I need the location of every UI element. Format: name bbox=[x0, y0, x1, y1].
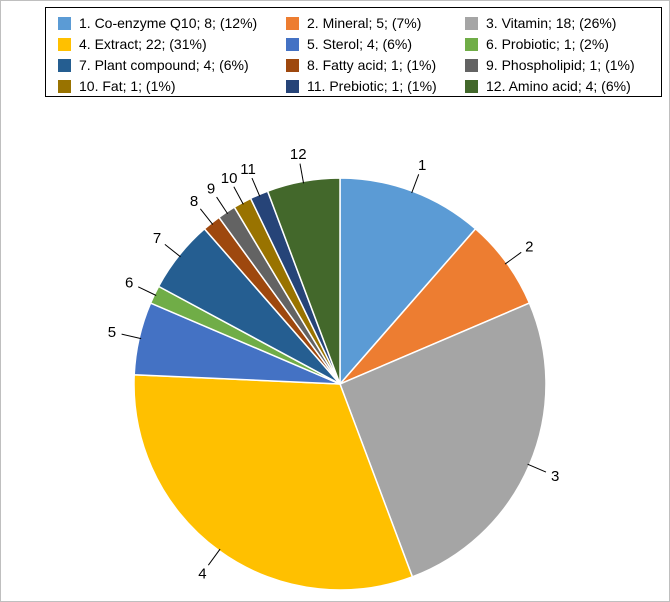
leader-line-10 bbox=[233, 186, 244, 205]
legend-label-7: 7. Plant compound; 4; (6%) bbox=[79, 57, 249, 73]
legend-swatch-12 bbox=[465, 79, 478, 93]
leader-line-6 bbox=[137, 286, 157, 296]
legend-item-10: 10. Fat; 1; (1%) bbox=[58, 76, 175, 96]
legend-swatch-5 bbox=[286, 37, 299, 51]
slice-label-3: 3 bbox=[551, 468, 559, 485]
legend-item-12: 12. Amino acid; 4; (6%) bbox=[465, 76, 631, 96]
legend-item-1: 1. Co-enzyme Q10; 8; (12%) bbox=[58, 13, 257, 33]
legend-label-2: 2. Mineral; 5; (7%) bbox=[307, 15, 422, 31]
legend-item-4: 4. Extract; 22; (31%) bbox=[58, 34, 207, 54]
legend-item-3: 3. Vitamin; 18; (26%) bbox=[465, 13, 616, 33]
legend-swatch-7 bbox=[58, 58, 71, 72]
slice-label-4: 4 bbox=[198, 565, 206, 582]
slice-label-2: 2 bbox=[525, 238, 533, 255]
legend-swatch-10 bbox=[58, 79, 71, 93]
legend-swatch-9 bbox=[465, 58, 478, 72]
leader-line-8 bbox=[199, 208, 214, 225]
legend-swatch-1 bbox=[58, 16, 71, 30]
legend-swatch-2 bbox=[286, 16, 299, 30]
legend-item-9: 9. Phospholipid; 1; (1%) bbox=[465, 55, 635, 75]
legend-item-7: 7. Plant compound; 4; (6%) bbox=[58, 55, 249, 75]
slice-label-7: 7 bbox=[153, 230, 161, 247]
leader-line-9 bbox=[216, 196, 229, 215]
legend-label-3: 3. Vitamin; 18; (26%) bbox=[486, 15, 617, 31]
legend-item-8: 8. Fatty acid; 1; (1%) bbox=[286, 55, 436, 75]
legend-item-6: 6. Probiotic; 1; (2%) bbox=[465, 34, 609, 54]
legend-label-5: 5. Sterol; 4; (6%) bbox=[307, 36, 413, 52]
slice-label-8: 8 bbox=[190, 193, 198, 210]
slice-label-12: 12 bbox=[290, 146, 307, 163]
slice-label-10: 10 bbox=[221, 170, 238, 187]
legend-label-12: 12. Amino acid; 4; (6%) bbox=[486, 78, 631, 94]
slice-label-9: 9 bbox=[207, 181, 215, 198]
legend-label-1: 1. Co-enzyme Q10; 8; (12%) bbox=[79, 15, 258, 31]
leader-line-4 bbox=[207, 548, 221, 566]
legend-label-9: 9. Phospholipid; 1; (1%) bbox=[486, 57, 635, 73]
leader-line-11 bbox=[251, 177, 261, 197]
legend-swatch-6 bbox=[465, 37, 478, 51]
leader-line-7 bbox=[164, 243, 181, 258]
legend-swatch-11 bbox=[286, 79, 299, 93]
legend-item-5: 5. Sterol; 4; (6%) bbox=[286, 34, 412, 54]
legend-label-11: 11. Prebiotic; 1; (1%) bbox=[307, 78, 437, 94]
legend-label-4: 4. Extract; 22; (31%) bbox=[79, 36, 207, 52]
chart-legend: 1. Co-enzyme Q10; 8; (12%) 2. Mineral; 5… bbox=[45, 7, 662, 97]
legend-swatch-8 bbox=[286, 58, 299, 72]
slice-label-1: 1 bbox=[418, 157, 426, 174]
legend-swatch-4 bbox=[58, 37, 71, 51]
slice-label-11: 11 bbox=[240, 161, 256, 178]
slice-label-5: 5 bbox=[108, 324, 116, 341]
leader-line-1 bbox=[411, 174, 420, 194]
leader-line-3 bbox=[527, 463, 547, 473]
leader-line-5 bbox=[121, 333, 142, 340]
legend-label-8: 8. Fatty acid; 1; (1%) bbox=[307, 57, 437, 73]
leader-line-12 bbox=[299, 163, 305, 184]
leader-line-2 bbox=[504, 251, 522, 265]
legend-item-11: 11. Prebiotic; 1; (1%) bbox=[286, 76, 437, 96]
slice-label-6: 6 bbox=[125, 274, 133, 291]
legend-swatch-3 bbox=[465, 16, 478, 30]
legend-label-6: 6. Probiotic; 1; (2%) bbox=[486, 36, 609, 52]
legend-item-2: 2. Mineral; 5; (7%) bbox=[286, 13, 421, 33]
legend-label-10: 10. Fat; 1; (1%) bbox=[79, 78, 176, 94]
